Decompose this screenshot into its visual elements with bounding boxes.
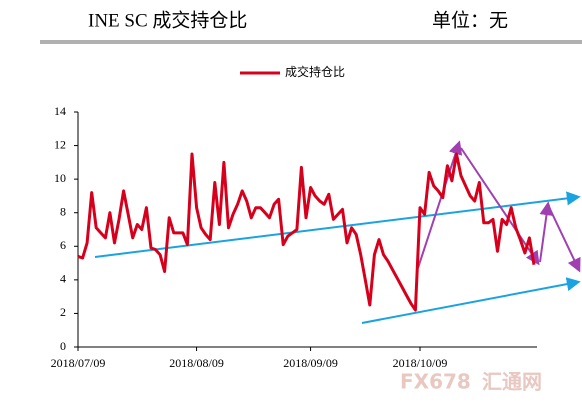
y-tick-label: 0 — [60, 339, 66, 353]
swing-arrow — [460, 147, 540, 266]
watermark-name: 汇通网 — [482, 370, 542, 394]
x-tick-label: 2018/07/09 — [51, 356, 106, 370]
y-tick-label: 14 — [54, 104, 66, 118]
swing-arrow — [417, 140, 463, 269]
x-tick-label: 2018/10/09 — [393, 356, 448, 370]
header-rule — [40, 40, 582, 44]
x-tick-label: 2018/08/09 — [169, 356, 224, 370]
x-tick-label: 2018/09/09 — [283, 356, 338, 370]
y-tick-label: 2 — [60, 305, 66, 319]
y-tick-label: 4 — [60, 272, 66, 286]
swing-arrow — [539, 201, 554, 263]
trend-line — [361, 277, 581, 324]
watermark-brand: FX678 — [400, 370, 471, 394]
data-line — [77, 152, 536, 312]
swing-arrow — [548, 206, 581, 273]
y-tick-label: 8 — [60, 204, 66, 218]
y-tick-label: 10 — [54, 171, 66, 185]
legend-label: 成交持仓比 — [285, 64, 345, 79]
trend-line — [94, 191, 581, 258]
y-tick-label: 12 — [54, 137, 66, 151]
annotations — [94, 140, 581, 324]
y-tick-label: 6 — [60, 238, 66, 252]
header-title: INE SC 成交持仓比 — [88, 9, 247, 31]
header-unit: 单位：无 — [432, 9, 508, 31]
